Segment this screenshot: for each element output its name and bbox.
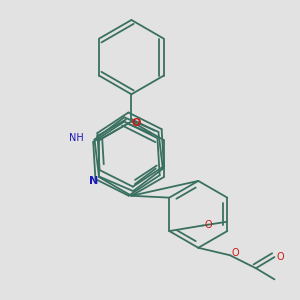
Text: O: O [205, 220, 212, 230]
Text: N: N [89, 176, 99, 186]
Text: O: O [131, 118, 141, 128]
Text: NH: NH [69, 133, 84, 143]
Text: O: O [276, 252, 284, 262]
Text: O: O [232, 248, 239, 258]
